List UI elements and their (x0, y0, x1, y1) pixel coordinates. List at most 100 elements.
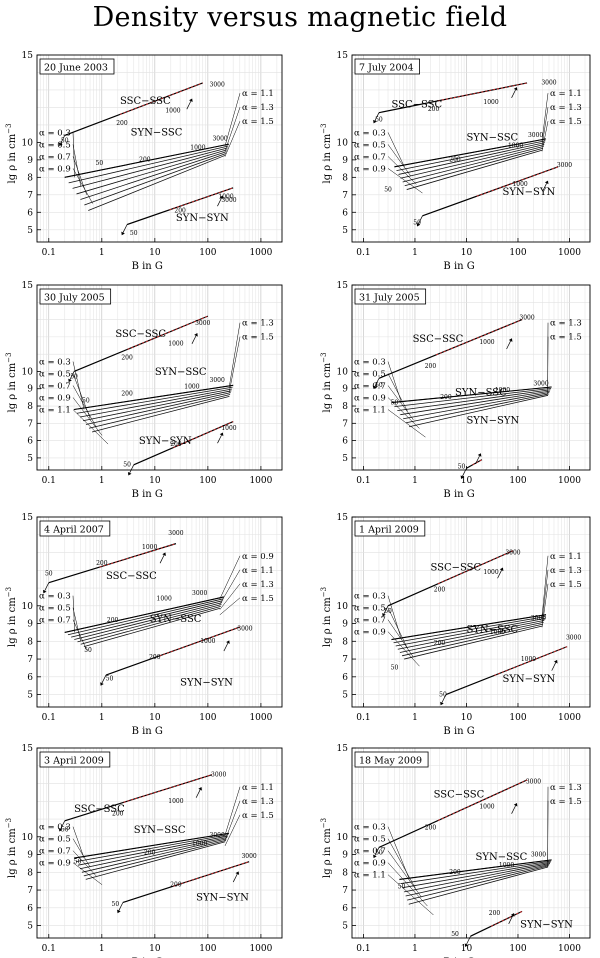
plot-frame (36, 54, 283, 243)
alpha-pointer (387, 607, 408, 649)
curve-label: SYN−SSC (134, 825, 186, 836)
marker-label: 1000 (221, 425, 236, 432)
alpha-pointer (219, 569, 241, 605)
arrow-head (219, 432, 224, 437)
arrow-head (58, 142, 63, 147)
alpha-label: α = 0.9 (354, 859, 386, 869)
x-tick-label: 100 (199, 713, 216, 723)
syn-ssc-curve (76, 149, 228, 195)
model-curve-highlight (173, 861, 250, 887)
chart-panel: 5 6 7 8 9 10 15 0.1 1 10 100 1000 B in G lg ρ in cm−3… (5, 513, 283, 737)
chart-panel: 5 6 7 8 9 10 15 0.1 1 10 100 1000 B in G lg ρ in cm−3… (5, 51, 283, 272)
plot-frame (36, 284, 283, 471)
y-axis-label: lg ρ in cm−3 (5, 587, 18, 647)
y-tick-label: 10 (22, 138, 34, 148)
direction-arrow (195, 789, 201, 798)
alpha-pointer (72, 850, 97, 877)
x-tick-label: 0.1 (42, 944, 56, 954)
marker-label: 3000 (210, 832, 225, 839)
y-tick-label: 15 (22, 281, 34, 291)
marker-label: 50 (112, 901, 120, 908)
direction-arrow (44, 582, 50, 591)
alpha-label: α = 0.5 (354, 604, 386, 614)
x-tick-label: 10 (461, 944, 473, 954)
arrow-head (416, 222, 421, 227)
direction-arrow (60, 135, 66, 144)
x-tick-label: 100 (509, 713, 526, 723)
direction-arrow (418, 215, 423, 224)
alpha-pointer (224, 786, 241, 836)
x-tick-label: 0.1 (42, 476, 56, 486)
y-axis-label-exp: −3 (5, 352, 13, 362)
x-tick-label: 1000 (558, 713, 581, 723)
alpha-label: α = 0.3 (39, 358, 71, 368)
model-curve-highlight (490, 910, 523, 927)
direction-arrow (232, 873, 238, 883)
syn-ssc-curve (88, 154, 226, 211)
x-tick-label: 0.1 (356, 944, 370, 954)
model-curve (64, 774, 213, 822)
x-axis-label: B in G (443, 726, 474, 737)
y-tick-label: 15 (337, 513, 349, 523)
panel-title: 20 June 2003 (44, 63, 108, 74)
arrow-head (58, 827, 63, 832)
alpha-pointer (72, 168, 93, 204)
curve-label: SYN−SYN (139, 436, 192, 447)
marker-label: 50 (384, 186, 392, 193)
syn-ssc-curve (395, 618, 545, 647)
alpha-label: α = 1.3 (242, 797, 274, 807)
marker-label: 50 (74, 858, 82, 865)
syn-ssc-curve (91, 395, 230, 433)
y-axis-label: lg ρ in cm−3 (5, 123, 18, 183)
marker-label: 3000 (519, 315, 534, 322)
x-tick-label: 1 (99, 944, 105, 954)
y-axis-label-exp: −3 (5, 123, 13, 133)
syn-ssc-curve (398, 142, 545, 175)
marker-label: 200 (174, 207, 186, 214)
arrow-head (513, 87, 518, 91)
arrow-head (127, 471, 132, 476)
x-tick-label: 0.1 (42, 713, 56, 723)
alpha-label: α = 1.1 (242, 566, 274, 576)
model-curve-highlight (127, 315, 209, 350)
curve-label: SSC−SSC (115, 329, 166, 340)
alpha-label: α = 0.7 (39, 616, 71, 626)
plot-frame (36, 747, 283, 939)
syn-ssc-curve (73, 832, 230, 859)
y-tick-label: 10 (337, 602, 349, 612)
alpha-pointer (72, 397, 103, 436)
curve-label: SYN−SYN (502, 187, 555, 198)
syn-ssc-curve (403, 392, 550, 420)
alpha-label: α = 1.3 (242, 319, 274, 329)
y-tick-label: 10 (22, 367, 34, 377)
y-tick-label: 9 (27, 851, 33, 861)
y-axis-label-exp: −3 (5, 818, 13, 828)
y-tick-label: 5 (342, 454, 348, 464)
curve-label: SYN−SSC (476, 852, 528, 863)
alpha-label: α = 1.3 (242, 103, 274, 113)
syn-ssc-curve (405, 864, 550, 897)
marker-label: 1000 (184, 384, 199, 391)
marker-label: 50 (398, 883, 406, 890)
alpha-pointer (387, 168, 423, 194)
alpha-pointer (387, 397, 420, 429)
y-tick-label: 6 (27, 904, 33, 914)
direction-arrow (542, 183, 547, 192)
y-axis-label-exp: −3 (320, 587, 328, 597)
direction-arrow (191, 335, 197, 344)
alpha-pointer (387, 874, 434, 916)
direction-arrow (511, 805, 516, 814)
syn-ssc-curve (400, 390, 550, 416)
syn-ssc-curve (77, 604, 222, 643)
syn-ssc-curve (402, 861, 551, 889)
panel-title-box (39, 288, 112, 305)
x-tick-label: 10 (461, 476, 473, 486)
marker-label: 1000 (218, 193, 233, 200)
alpha-label: α = 0.7 (39, 152, 71, 162)
alpha-pointer (387, 862, 428, 907)
panel-title-box (39, 58, 115, 75)
alpha-label: α = 1.1 (242, 89, 274, 99)
alpha-pointer (72, 595, 75, 633)
alpha-label: α = 1.1 (354, 871, 386, 881)
model-curve (73, 315, 209, 373)
